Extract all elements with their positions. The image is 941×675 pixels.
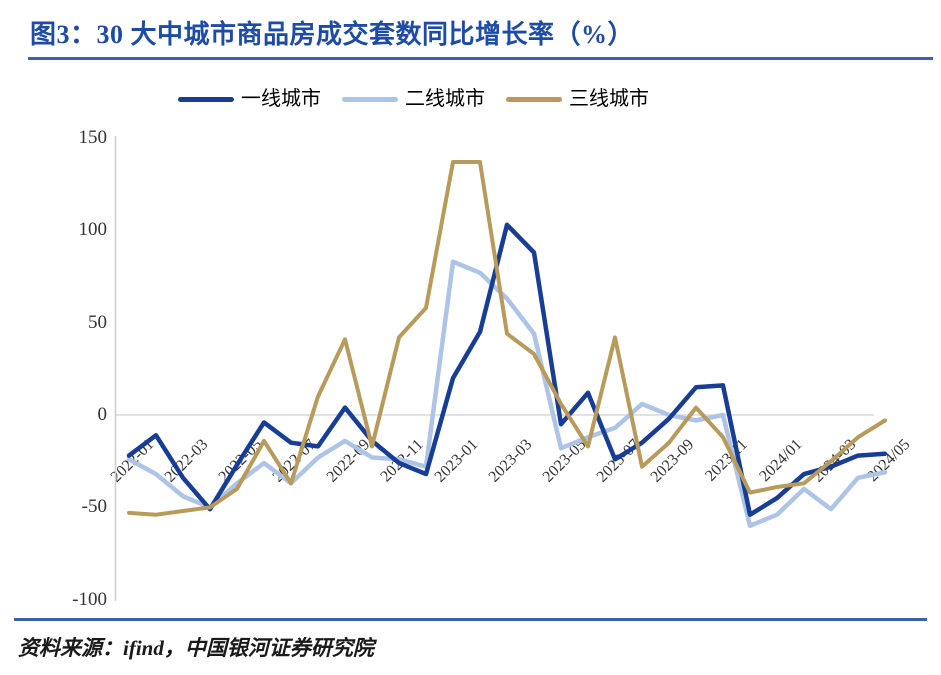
series-line-二线城市 [126,259,888,529]
legend-swatch [342,96,398,102]
legend-label: 二线城市 [405,88,485,110]
x-axis-tick-label: 2023-03 [485,436,536,486]
x-axis-tick-label: 2024-03 [809,436,860,486]
x-axis-tick-label: 2024/05 [863,436,914,486]
chart-legend: 一线城市 二线城市 三线城市 [178,88,649,110]
x-axis-tick-label: 2023-07 [593,436,644,486]
footer-divider [14,618,927,621]
x-axis-tick-label: 2022-01 [107,436,158,486]
y-axis-tick-label: 150 [78,126,108,148]
x-axis-tick-label: 2024/01 [755,436,806,486]
title-divider [28,57,933,60]
x-axis-tick-label: 2023-05 [539,436,590,486]
legend-item-一线城市: 一线城市 [178,88,321,110]
x-axis-tick-label: 2023-01 [431,436,482,486]
legend-swatch [178,96,234,102]
x-axis-tick-label: 2022-11 [377,436,428,486]
legend-item-二线城市: 二线城市 [342,88,485,110]
y-axis-tick-label: 100 [78,219,108,241]
y-axis-tick-label: 50 [88,311,107,333]
y-axis-tick-label: -50 [81,496,107,518]
legend-label: 一线城市 [241,88,321,110]
x-axis-tick-label: 2022-07 [269,436,320,486]
x-axis-tick-label: 2022-09 [323,436,374,486]
y-axis-tick-label: 0 [97,404,108,425]
y-axis-tick-label: -100 [72,588,107,610]
x-axis-tick-label: 2023-09 [647,436,698,486]
x-axis-tick-label: 2023/11 [702,436,752,485]
source-note: 资料来源：ifind，中国银河证券研究院 [18,636,374,660]
legend-swatch [506,96,562,102]
figure-title: 图3：30 大中城市商品房成交套数同比增长率（%） [30,20,635,49]
legend-item-三线城市: 三线城市 [506,88,649,110]
x-axis-tick-label: 2022-03 [161,436,212,486]
legend-label: 三线城市 [569,88,649,110]
x-axis-tick-label: 2022-05 [215,436,266,486]
